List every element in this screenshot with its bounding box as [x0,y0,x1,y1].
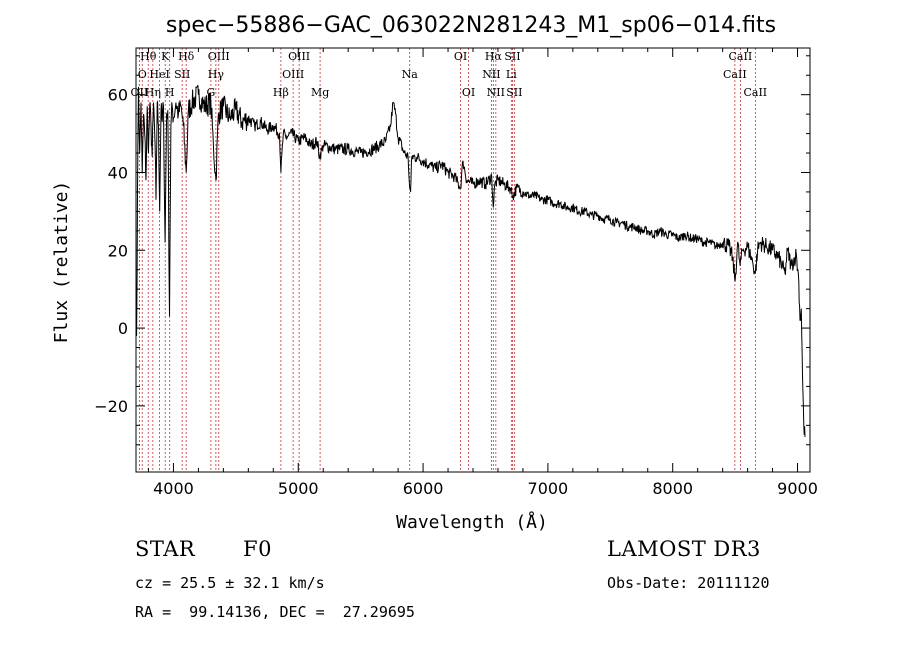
obs-date: Obs-Date: 20111120 [607,574,770,592]
spectral-line-label: Li [506,68,517,81]
y-tick-label: 60 [108,86,128,105]
y-tick-label: 40 [108,163,128,182]
y-tick-label: −20 [94,397,128,416]
x-tick-label: 5000 [278,479,319,498]
spectral-line-label: NII [487,86,505,99]
spectral-line-label: Hγ [208,68,225,81]
spectral-line-label: HeI [149,68,169,81]
spectral-line-label: G [206,86,215,99]
spectral-line-label: OIII [282,68,304,81]
spectral-line-label: Hη [145,86,161,99]
survey-name: LAMOST DR3 [607,537,761,561]
spectral-line-label: CaII [729,50,753,63]
spectral-line-label: SII [506,86,522,99]
spectral-line-label: OII [131,86,149,99]
spectral-line-label: OIII [288,50,310,63]
y-tick-label: 20 [108,241,128,260]
object-class: STAR [135,537,196,561]
spectral-line-label: CaII [743,86,767,99]
spectral-line-label: CaII [723,68,747,81]
spectral-line-label: OI [454,50,467,63]
redshift-cz: cz = 25.5 ± 32.1 km/s [135,574,325,592]
spectral-line-label: Hθ [140,50,157,63]
spectral-line-label: O [138,68,147,81]
spectral-line-label: Mg [311,86,329,99]
spectral-line-label: SII [174,68,190,81]
spectral-line-label: H [165,86,175,99]
spectral-line-label: NII [482,68,500,81]
spectrum-series-line [135,84,806,438]
y-tick-label: 0 [118,319,128,338]
spectrum-chart: spec−55886−GAC_063022N281243_M1_sp06−014… [51,13,818,533]
x-tick-label: 9000 [777,479,818,498]
x-tick-label: 8000 [652,479,693,498]
spectral-line-label: OI [462,86,475,99]
x-tick-label: 6000 [403,479,444,498]
object-subclass: F0 [243,537,272,561]
x-tick-label: 4000 [153,479,194,498]
spectral-line-label: Hβ [273,86,289,99]
spectral-line-label: Na [402,68,419,81]
spectral-line-label: SII [504,50,520,63]
y-axis-label: Flux (relative) [51,181,72,344]
x-tick-label: 7000 [528,479,569,498]
spectral-line-label: OIII [208,50,230,63]
chart-title: spec−55886−GAC_063022N281243_M1_sp06−014… [166,13,776,38]
spectral-line-label: Hδ [178,50,195,63]
spectral-line-labels: OII O Hθ Hη HeI K H SII Hδ G Hγ OIII Hβ OIII OIII Mg Na O… [131,50,768,99]
spectral-line-label: Hα [485,50,503,63]
spectral-line-label: K [161,50,170,63]
ra-dec: RA = 99.14136, DEC = 27.29695 [135,603,415,621]
x-axis-label: Wavelength (Å) [396,511,548,533]
axis-ticks: 4000 5000 6000 7000 8000 9000 −20 0 20 40 60 [94,48,818,498]
